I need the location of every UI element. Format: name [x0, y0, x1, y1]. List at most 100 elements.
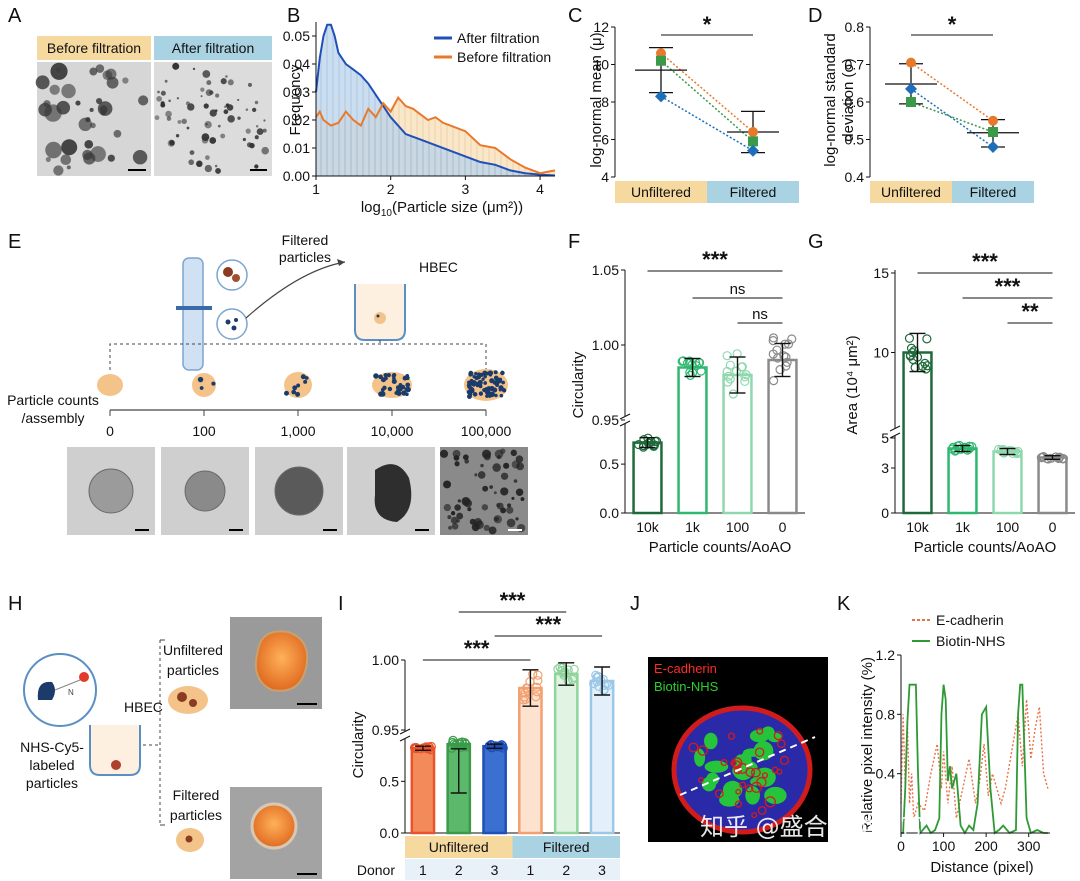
bar — [589, 679, 615, 835]
particle — [493, 370, 498, 375]
significance-label: * — [948, 12, 957, 37]
data-point — [907, 348, 918, 358]
particle — [215, 168, 221, 174]
significance-label: *** — [995, 274, 1021, 299]
organoid — [274, 466, 324, 516]
particle — [469, 518, 476, 525]
particle — [489, 485, 494, 489]
data-point — [740, 372, 750, 382]
c-y-axis-label: log-normal mean (μ) — [588, 32, 605, 167]
data-point — [411, 742, 421, 753]
red-membrane — [745, 784, 754, 793]
category-label: 1k — [685, 519, 701, 535]
chart-b-plot: 1 2 3 4 0.00 0.01 0.02 0.03 0.04 0.05 After filtra… — [283, 22, 556, 197]
y-tick-label: 0.5 — [380, 773, 400, 789]
particle — [477, 471, 486, 479]
particle — [482, 485, 489, 492]
k-y-axis-label: Relative pixel intensity (%) — [859, 657, 876, 833]
particle — [496, 378, 502, 384]
data-point — [449, 739, 459, 749]
bar — [767, 358, 798, 515]
particle — [164, 79, 168, 83]
particle — [165, 110, 172, 118]
particle — [254, 135, 259, 140]
particle — [501, 380, 505, 385]
panel-i-label: I — [338, 593, 344, 615]
particle — [225, 75, 228, 78]
panel-d: D log-normal standard deviation (σ) 0.40… — [808, 5, 1034, 203]
particle — [188, 159, 195, 166]
particle — [102, 70, 113, 80]
donor-link — [910, 101, 994, 133]
legend-entry: Before filtration — [457, 49, 551, 65]
category-box — [707, 181, 799, 203]
b-x-axis-label: log10(Particle size (μm²)) — [361, 199, 523, 219]
dashed-connector — [109, 343, 487, 370]
particle — [520, 497, 525, 502]
donor-point — [905, 82, 917, 95]
particle — [489, 391, 496, 398]
bar — [1037, 456, 1068, 515]
green-cell — [704, 760, 729, 773]
data-point — [678, 356, 688, 366]
filtered-organoid — [250, 802, 298, 850]
legend-entry: After filtration — [457, 30, 539, 46]
green-cell — [701, 776, 717, 792]
category-label: 0 — [1049, 519, 1057, 535]
particle — [206, 80, 212, 86]
data-point — [424, 744, 434, 754]
red-membrane — [751, 767, 761, 778]
before-filtration-text: Before filtration — [47, 40, 141, 56]
chart-d-plot: 0.4 0.5 0.6 0.7 0.8 Unfiltered Filtered * — [845, 12, 1034, 203]
particle — [448, 525, 453, 530]
data-point — [532, 682, 542, 692]
particle — [387, 386, 393, 392]
unfiltered-organoid — [254, 630, 309, 692]
particle — [471, 382, 477, 387]
x-tick-label: 0 — [897, 838, 905, 854]
particle — [513, 479, 518, 483]
particle — [132, 149, 148, 165]
series-line-1 — [315, 95, 556, 175]
chart-i-plot: 0.0 0.5 0.95 1.00 Unfiltered Filtered Donor 1 2 3… — [357, 588, 620, 880]
particle — [450, 511, 456, 516]
green-cell — [764, 786, 787, 805]
panel-k: K Relative pixel intensity (%) 0 100 200 30… — [837, 593, 1050, 876]
particle — [468, 372, 473, 376]
count-label: 0 — [106, 423, 114, 439]
y-tick-label: 10 — [593, 57, 609, 73]
particle — [181, 118, 187, 125]
particle — [500, 448, 506, 454]
particle — [60, 154, 72, 166]
panel-e-label: E — [8, 231, 21, 253]
count-label: 100,000 — [461, 423, 512, 439]
particle — [466, 394, 472, 399]
particle — [295, 391, 301, 397]
x-tick-label: 200 — [974, 838, 998, 854]
panel-c-label: C — [568, 5, 582, 27]
particle — [192, 67, 196, 71]
data-point — [922, 334, 932, 344]
category-box — [870, 181, 952, 203]
data-point — [779, 351, 789, 361]
particle — [500, 487, 509, 496]
particle — [373, 373, 379, 379]
donor-link — [910, 88, 994, 148]
data-point — [921, 364, 931, 374]
particle — [503, 462, 510, 469]
donor-number: 3 — [598, 862, 606, 878]
data-point — [568, 674, 578, 684]
profile-line-1 — [901, 683, 1048, 836]
data-point — [589, 678, 599, 689]
particle — [490, 386, 495, 390]
hbec-text: HBEC — [419, 259, 458, 275]
panel-i: I Circularity 0.0 0.5 0.95 1.00 Unfiltered Fi… — [338, 588, 620, 880]
data-point — [519, 692, 529, 702]
particle — [483, 381, 488, 385]
category-label: 1k — [955, 519, 971, 535]
data-point — [725, 374, 735, 384]
count-axis-label: Particle counts/assembly — [7, 392, 99, 426]
data-point — [531, 692, 541, 702]
particle — [177, 119, 182, 124]
